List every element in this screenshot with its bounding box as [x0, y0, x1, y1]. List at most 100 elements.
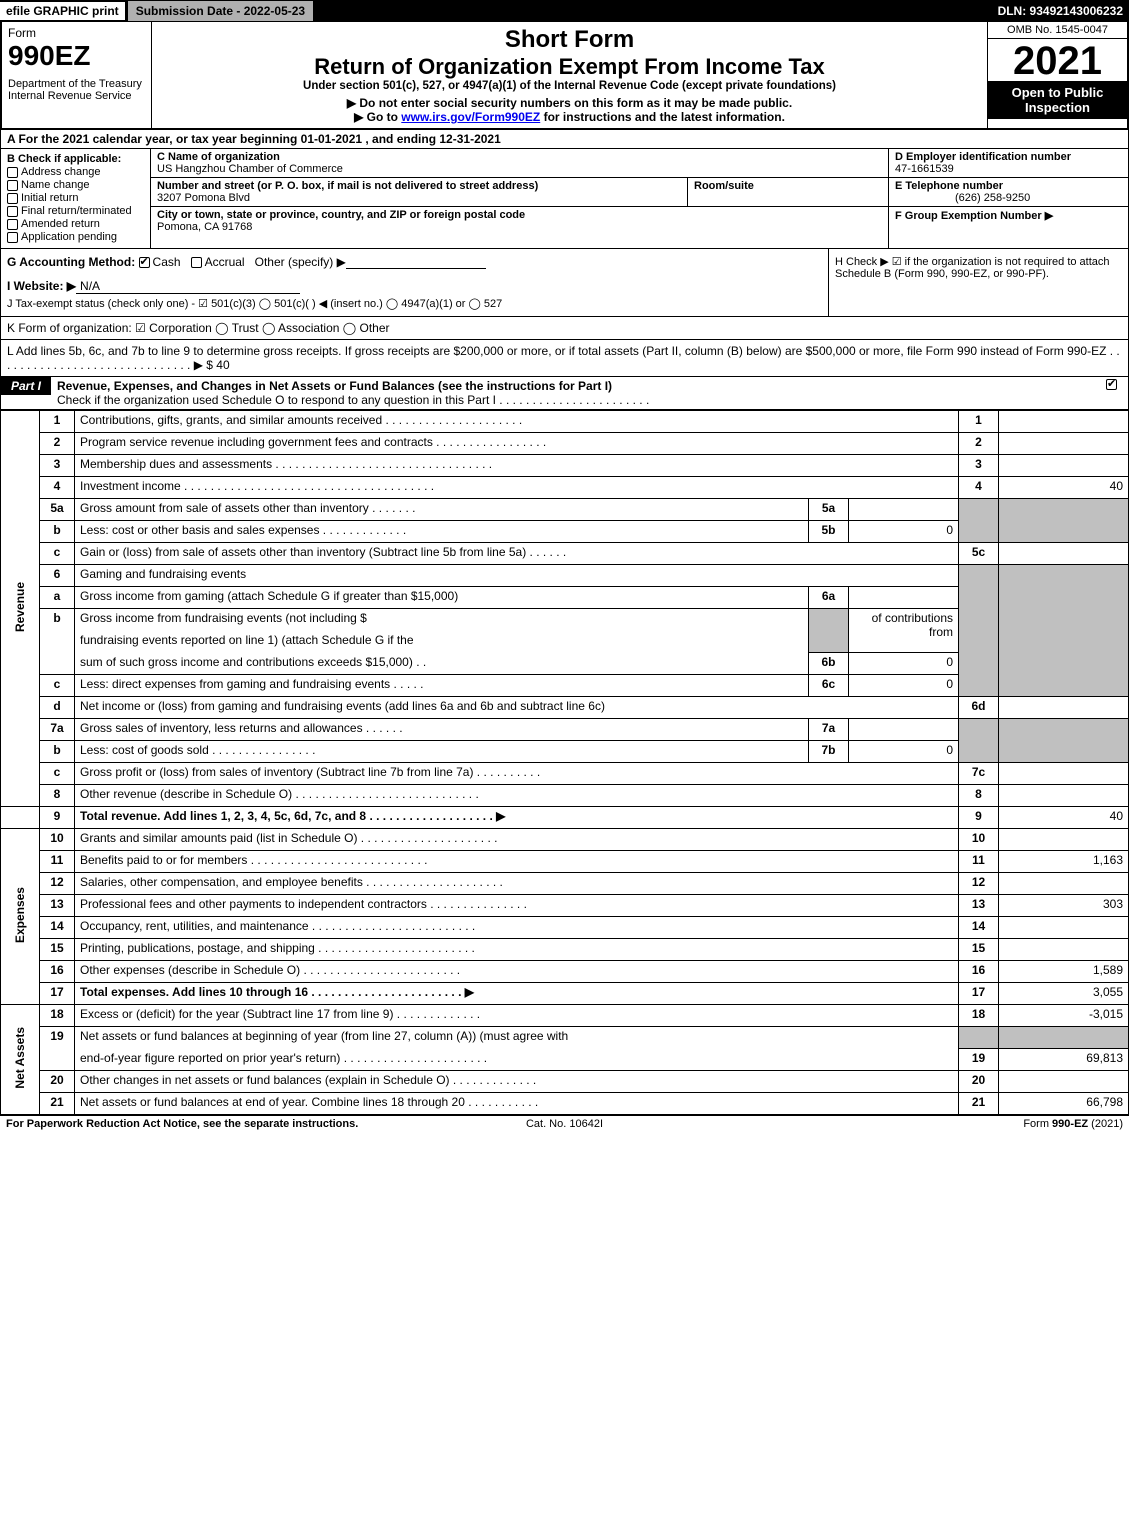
omb-number: OMB No. 1545-0047 — [988, 22, 1127, 39]
goto-post: for instructions and the latest informat… — [540, 110, 785, 124]
ssn-note: ▶ Do not enter social security numbers o… — [160, 96, 979, 110]
line-2: 2Program service revenue including gover… — [1, 433, 1129, 455]
part1-title: Revenue, Expenses, and Changes in Net As… — [57, 379, 612, 393]
col-def: D Employer identification number 47-1661… — [888, 149, 1128, 248]
part1-checkbox[interactable] — [1098, 377, 1128, 391]
j-tax-exempt: J Tax-exempt status (check only one) - ☑… — [7, 297, 822, 310]
line-21: 21Net assets or fund balances at end of … — [1, 1093, 1129, 1115]
sidelabel-expenses: Expenses — [1, 829, 40, 1005]
line-5c: cGain or (loss) from sale of assets othe… — [1, 543, 1129, 565]
form-number: 990EZ — [8, 40, 145, 72]
website-line: I Website: ▶N/A — [7, 279, 822, 293]
line-13: 13Professional fees and other payments t… — [1, 895, 1129, 917]
line-14: 14Occupancy, rent, utilities, and mainte… — [1, 917, 1129, 939]
goto-link-line: ▶ Go to www.irs.gov/Form990EZ for instru… — [160, 110, 979, 124]
footer-left: For Paperwork Reduction Act Notice, see … — [6, 1118, 378, 1130]
col-c-org: C Name of organization US Hangzhou Chamb… — [151, 149, 888, 248]
city-lbl: City or town, state or province, country… — [157, 209, 525, 221]
header-right: OMB No. 1545-0047 2021 Open to Public In… — [987, 22, 1127, 128]
line-7a: 7aGross sales of inventory, less returns… — [1, 719, 1129, 741]
line-9: 9Total revenue. Add lines 1, 2, 3, 4, 5c… — [1, 807, 1129, 829]
part1-label: Part I — [1, 377, 51, 395]
city: Pomona, CA 91768 — [157, 221, 252, 233]
l-val: 40 — [216, 358, 229, 372]
page-footer: For Paperwork Reduction Act Notice, see … — [0, 1115, 1129, 1132]
part1-desc: Revenue, Expenses, and Changes in Net As… — [57, 377, 1098, 409]
line-6d: dNet income or (loss) from gaming and fu… — [1, 697, 1129, 719]
line-16: 16Other expenses (describe in Schedule O… — [1, 961, 1129, 983]
line-5a: 5aGross amount from sale of assets other… — [1, 499, 1129, 521]
line-19a: 19Net assets or fund balances at beginni… — [1, 1027, 1129, 1049]
line-3: 3Membership dues and assessments . . . .… — [1, 455, 1129, 477]
efile-label[interactable]: efile GRAPHIC print — [0, 2, 125, 20]
row-a-tax-year: A For the 2021 calendar year, or tax yea… — [0, 130, 1129, 149]
l-text: L Add lines 5b, 6c, and 7b to line 9 to … — [7, 344, 1120, 372]
other-specify-input[interactable] — [346, 257, 486, 269]
cb-initial-return[interactable]: Initial return — [7, 192, 144, 204]
form-word: Form — [8, 26, 145, 40]
header-center: Short Form Return of Organization Exempt… — [152, 22, 987, 128]
subtitle: Under section 501(c), 527, or 4947(a)(1)… — [160, 80, 979, 92]
i-lbl: I Website: ▶ — [7, 279, 76, 293]
group-exemption: F Group Exemption Number ▶ — [889, 207, 1128, 224]
website-val: N/A — [76, 279, 300, 294]
ein-lbl: D Employer identification number — [895, 151, 1071, 163]
cb-application-pending[interactable]: Application pending — [7, 231, 144, 243]
dln: DLN: 93492143006232 — [998, 4, 1129, 18]
cb-amended-return[interactable]: Amended return — [7, 218, 144, 230]
line-17: 17Total expenses. Add lines 10 through 1… — [1, 983, 1129, 1005]
row-k-org-form: K Form of organization: ☑ Corporation ◯ … — [0, 317, 1129, 340]
goto-link[interactable]: www.irs.gov/Form990EZ — [401, 110, 540, 124]
row-l-gross-receipts: L Add lines 5b, 6c, and 7b to line 9 to … — [0, 340, 1129, 377]
line-8: 8Other revenue (describe in Schedule O) … — [1, 785, 1129, 807]
org-name: US Hangzhou Chamber of Commerce — [157, 163, 343, 175]
line-10: Expenses 10Grants and similar amounts pa… — [1, 829, 1129, 851]
footer-cat-no: Cat. No. 10642I — [378, 1118, 750, 1130]
ein-block: D Employer identification number 47-1661… — [889, 149, 1128, 178]
line-7c: cGross profit or (loss) from sales of in… — [1, 763, 1129, 785]
line-19b: end-of-year figure reported on prior yea… — [1, 1049, 1129, 1071]
street: 3207 Pomona Blvd — [157, 192, 250, 204]
ein-val: 47-1661539 — [895, 163, 954, 175]
tax-year: 2021 — [988, 39, 1127, 81]
top-bar: efile GRAPHIC print Submission Date - 20… — [0, 0, 1129, 22]
room-lbl: Room/suite — [694, 180, 754, 192]
cb-final-return[interactable]: Final return/terminated — [7, 205, 144, 217]
line-15: 15Printing, publications, postage, and s… — [1, 939, 1129, 961]
part1-header: Part I Revenue, Expenses, and Changes in… — [0, 377, 1129, 410]
cb-cash[interactable] — [139, 257, 150, 268]
org-name-block: C Name of organization US Hangzhou Chamb… — [151, 149, 888, 178]
sidelabel-revenue: Revenue — [1, 411, 40, 807]
form-header: Form 990EZ Department of the Treasury In… — [0, 22, 1129, 130]
phone-block: E Telephone number (626) 258-9250 — [889, 178, 1128, 207]
phone-val: (626) 258-9250 — [895, 192, 1030, 204]
header-left: Form 990EZ Department of the Treasury In… — [2, 22, 152, 128]
open-inspection: Open to Public Inspection — [988, 81, 1127, 119]
row-gh: G Accounting Method: Cash Accrual Other … — [0, 249, 1129, 317]
cb-name-change[interactable]: Name change — [7, 179, 144, 191]
goto-pre: ▶ Go to — [354, 110, 401, 124]
line-6: 6Gaming and fundraising events — [1, 565, 1129, 587]
line-12: 12Salaries, other compensation, and empl… — [1, 873, 1129, 895]
submission-date: Submission Date - 2022-05-23 — [127, 0, 314, 22]
part1-table: Revenue 1 Contributions, gifts, grants, … — [0, 410, 1129, 1115]
line-4: 4Investment income . . . . . . . . . . .… — [1, 477, 1129, 499]
line-20: 20Other changes in net assets or fund ba… — [1, 1071, 1129, 1093]
col-b-checkboxes: B Check if applicable: Address change Na… — [1, 149, 151, 248]
part1-check: Check if the organization used Schedule … — [57, 393, 649, 407]
line-11: 11Benefits paid to or for members . . . … — [1, 851, 1129, 873]
org-name-lbl: C Name of organization — [157, 151, 280, 163]
line-1: Revenue 1 Contributions, gifts, grants, … — [1, 411, 1129, 433]
line-18: Net Assets 18Excess or (deficit) for the… — [1, 1005, 1129, 1027]
h-schedule-b: H Check ▶ ☑ if the organization is not r… — [828, 249, 1128, 316]
sidelabel-netassets: Net Assets — [1, 1005, 40, 1115]
b-head: B Check if applicable: — [7, 153, 144, 165]
short-form-title: Short Form — [160, 26, 979, 54]
city-block: City or town, state or province, country… — [151, 207, 888, 235]
cb-accrual[interactable] — [191, 257, 202, 268]
group-lbl: F Group Exemption Number ▶ — [895, 210, 1053, 222]
section-bcdef: B Check if applicable: Address change Na… — [0, 149, 1129, 249]
dept-treasury: Department of the Treasury Internal Reve… — [8, 78, 145, 102]
cb-address-change[interactable]: Address change — [7, 166, 144, 178]
phone-lbl: E Telephone number — [895, 180, 1003, 192]
